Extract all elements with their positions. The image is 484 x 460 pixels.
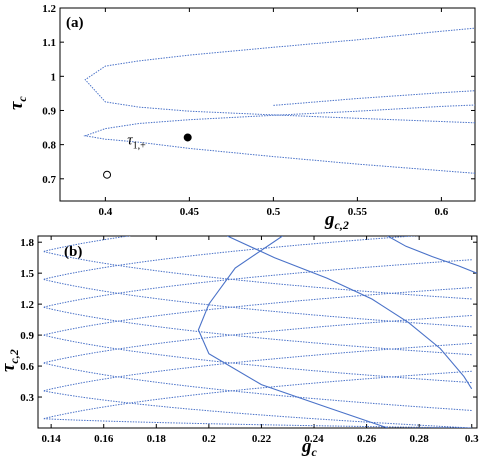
panel-a-ytick-label: 0.8 [42, 140, 56, 152]
panel-a-ticks: 0.4 0.45 0.5 0.55 0.6 0.7 0.8 0.9 1 1.1 1.2 [42, 3, 475, 218]
panel-b-branch-line [43, 236, 472, 328]
panel-a: (a) 0.4 0.45 0.5 0.55 0.60.70.80.911.11.2 τ1… [6, 3, 476, 232]
panel-b-xtick-label: 0.14 [42, 433, 62, 445]
panel-b-xlabel-sub: c [312, 445, 318, 459]
panel-b: (b) 0.14 0.16 0.18 0.2 0.22 0.24 0.26 0.28 0.30.… [0, 235, 479, 459]
panel-a-xtick-label: 0.4 [98, 206, 112, 218]
panel-b-branch-line [43, 236, 472, 300]
panel-b-solid-line [197, 236, 388, 428]
panel-a-ytick-label: 1.2 [42, 3, 56, 15]
panel-a-xlabel: gc,2 [324, 209, 349, 232]
panel-b-ytick-label: 1.2 [20, 299, 34, 311]
panel-b-xlabel: gc [301, 436, 318, 459]
panel-a-annotation-symbol: τ [127, 133, 133, 149]
panel-b-frame [37, 235, 478, 429]
panel-a-ytick-label: 1.1 [42, 37, 56, 49]
panel-a-xlabel-main: g [324, 209, 335, 230]
panel-a-label: (a) [66, 15, 84, 31]
panel-b-ytick-label: 0.9 [20, 330, 34, 342]
panel-a-xtick-label: 0.45 [180, 206, 200, 218]
panel-b-ylabel-main: τ [0, 363, 19, 372]
panel-a-ytick-label: 0.7 [42, 174, 56, 186]
panel-a-xlabel-sub: c,2 [335, 218, 349, 232]
panel-a-ylabel: τc [6, 96, 29, 110]
panel-b-branch-line [43, 287, 472, 384]
panel-b-branch-line [43, 342, 472, 428]
panel-b-xtick-label: 0.24 [304, 433, 324, 445]
panel-a-xtick-label: 0.6 [435, 206, 449, 218]
panel-b-xtick-label: 0.2 [202, 433, 216, 445]
panel-b-branch-line [43, 370, 472, 428]
panel-a-xtick-label: 0.55 [348, 206, 368, 218]
panel-b-solid-line [227, 236, 473, 390]
panel-b-branch-line [43, 259, 472, 356]
panel-a-xtick-label: 0.5 [267, 206, 281, 218]
panel-a-ytick-label: 1 [51, 71, 57, 83]
panel-a-series-line [84, 27, 476, 124]
panel-b-curves [43, 236, 477, 428]
panel-b-xtick-label: 0.3 [465, 433, 479, 445]
panel-b-xtick-label: 0.18 [147, 433, 167, 445]
panel-a-series-line [83, 104, 476, 174]
panel-b-xlabel-main: g [301, 436, 312, 457]
panel-b-ylabel: τc,2 [0, 349, 21, 372]
panel-a-annotation: τ1,+ [127, 133, 146, 152]
panel-a-ylabel-sub: c [15, 96, 29, 102]
panel-a-ytick-label: 0.9 [42, 105, 56, 117]
panel-b-ylabel-sub: c,2 [7, 349, 21, 363]
panel-a-markers [103, 133, 192, 179]
panel-a-ylabel-main: τ [6, 101, 27, 110]
panel-a-frame [59, 7, 476, 202]
panel-b-label: (b) [64, 244, 82, 260]
panel-b-xtick-label: 0.22 [252, 433, 272, 445]
panel-b-ytick-label: 1.8 [20, 237, 34, 249]
panel-b-solid-line [387, 236, 477, 274]
panel-b-xtick-label: 0.16 [94, 433, 114, 445]
panel-a-open-marker [103, 170, 112, 179]
panel-b-ytick-label: 1.5 [20, 268, 34, 280]
panel-b-branch-line [43, 314, 472, 411]
panel-a-annotation-sub: 1,+ [133, 141, 147, 152]
panel-a-series-line [273, 90, 476, 106]
panel-b-ytick-label: 0.6 [20, 361, 34, 373]
panel-b-xtick-label: 0.26 [357, 433, 377, 445]
panel-b-ytick-label: 0.3 [20, 392, 34, 404]
panel-a-filled-marker [183, 133, 192, 142]
panel-a-curves [83, 27, 476, 174]
panel-b-ticks: 0.14 0.16 0.18 0.2 0.22 0.24 0.26 0.28 0.3 0.3 0.6… [20, 236, 479, 445]
panel-b-xtick-label: 0.28 [410, 433, 430, 445]
